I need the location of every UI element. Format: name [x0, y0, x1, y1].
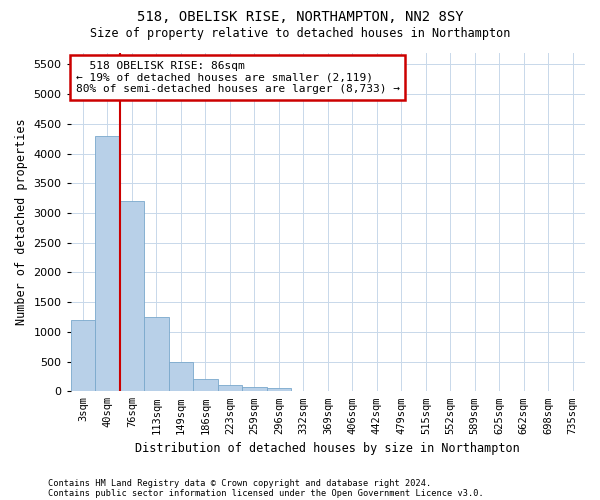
Text: 518 OBELISK RISE: 86sqm
← 19% of detached houses are smaller (2,119)
80% of semi: 518 OBELISK RISE: 86sqm ← 19% of detache…: [76, 61, 400, 94]
X-axis label: Distribution of detached houses by size in Northampton: Distribution of detached houses by size …: [136, 442, 520, 455]
Bar: [119, 201, 144, 392]
Text: Contains public sector information licensed under the Open Government Licence v3: Contains public sector information licen…: [48, 488, 484, 498]
Bar: [169, 362, 193, 392]
Text: Size of property relative to detached houses in Northampton: Size of property relative to detached ho…: [90, 28, 510, 40]
Bar: [218, 386, 242, 392]
Bar: [95, 136, 119, 392]
Bar: [266, 388, 291, 392]
Bar: [144, 317, 169, 392]
Bar: [193, 380, 218, 392]
Text: Contains HM Land Registry data © Crown copyright and database right 2024.: Contains HM Land Registry data © Crown c…: [48, 478, 431, 488]
Bar: [71, 320, 95, 392]
Y-axis label: Number of detached properties: Number of detached properties: [15, 118, 28, 325]
Text: 518, OBELISK RISE, NORTHAMPTON, NN2 8SY: 518, OBELISK RISE, NORTHAMPTON, NN2 8SY: [137, 10, 463, 24]
Bar: [242, 386, 266, 392]
